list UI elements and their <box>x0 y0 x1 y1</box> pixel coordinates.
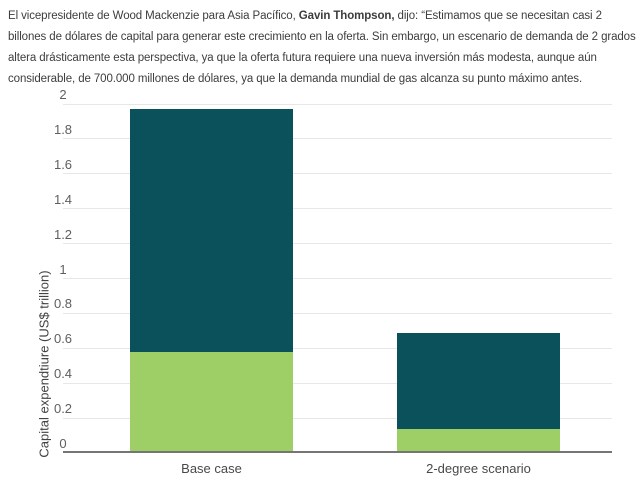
y-tick-label: 1.2 <box>53 226 73 242</box>
y-tick-label: 1.8 <box>53 121 73 137</box>
bar-segment-top-segment-teal-base-case <box>130 109 293 352</box>
x-axis-line <box>63 451 612 453</box>
y-tick-label: 1.4 <box>53 191 73 207</box>
intro-text-after: dijo: “Estimamos que se necesitan casi 2… <box>8 10 636 85</box>
y-tick-label: 0 <box>59 436 67 451</box>
gridline <box>63 138 612 140</box>
y-tick-label: 1 <box>59 261 67 277</box>
bar-segment-bottom-segment-green-2-degree <box>397 428 560 453</box>
plot-area: 0 0.2 0.4 0.6 0.8 1 1.2 1.4 1.6 1.8 2 Base case 2-de… <box>54 87 612 476</box>
y-tick-label: 1.6 <box>53 156 73 172</box>
category-label: Base case <box>181 461 242 476</box>
intro-text-before: El vicepresidente de Wood Mackenzie para… <box>8 10 299 22</box>
bar-segment-top-segment-teal-2-degree <box>397 332 560 429</box>
person-name: Gavin Thompson, <box>298 10 395 22</box>
gridline <box>63 417 612 419</box>
intro-paragraph: El vicepresidente de Wood Mackenzie para… <box>8 6 636 90</box>
gridline <box>63 173 612 175</box>
bar-segment-bottom-segment-green-base-case <box>130 351 293 453</box>
gridline <box>63 278 612 279</box>
category-label: 2-degree scenario <box>426 461 531 476</box>
gridline <box>63 382 612 384</box>
y-tick-label: 2 <box>59 87 67 102</box>
gridline <box>63 208 612 210</box>
gridline <box>63 347 612 349</box>
gridline <box>63 312 612 314</box>
y-tick-label: 0.6 <box>53 331 73 347</box>
y-tick-label: 0.8 <box>53 296 73 312</box>
y-tick-label: 0.2 <box>53 401 73 417</box>
gridline <box>63 103 612 105</box>
gridline <box>63 243 612 245</box>
y-tick-label: 0.4 <box>53 366 73 382</box>
y-axis-title: Capital expendtiure (US$ trillion) <box>36 270 52 458</box>
